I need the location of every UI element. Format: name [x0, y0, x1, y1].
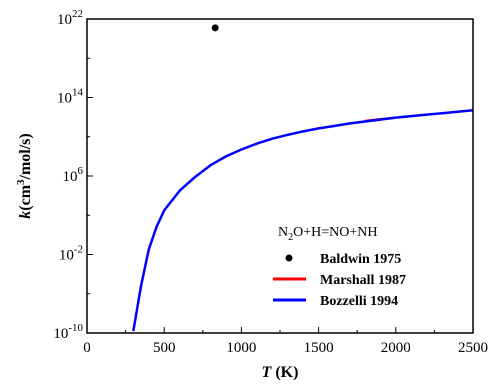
- y-axis-var: k: [17, 211, 34, 219]
- y-tick-label: 1014: [57, 87, 84, 107]
- legend-label-bozzelli-1994: Bozzelli 1994: [320, 294, 398, 309]
- legend-title: N2O+H=NO+NH: [278, 225, 377, 243]
- legend-title-a: N: [278, 225, 288, 240]
- x-axis-var: T: [262, 364, 273, 381]
- y-tick-label: 1022: [57, 8, 83, 28]
- series-point-baldwin-1975: [211, 24, 219, 32]
- legend-swatch-baldwin-1975: [285, 254, 293, 262]
- y-axis-unit-pre: (cm: [17, 184, 34, 210]
- y-axis-unit-post: /mol/s): [17, 133, 34, 180]
- legend-title-sub: 2: [288, 232, 293, 243]
- y-tick-label: 10-2: [59, 244, 83, 264]
- y-axis-unit-sup: 3: [15, 179, 27, 185]
- x-axis-unit: (K): [271, 364, 298, 381]
- y-axis-title: k(cm3/mol/s): [15, 133, 34, 218]
- y-tick-label: 106: [63, 165, 84, 185]
- x-tick-label: 0: [83, 340, 91, 356]
- legend-label-marshall-1987: Marshall 1987: [320, 273, 406, 288]
- y-tick-label: 10-10: [53, 322, 83, 342]
- series-line-bozzelli-1994: [132, 109, 474, 332]
- axis-ticks: 0 500 1000 1500 2000 2500 1022 1014 106 10-2 10-10: [53, 8, 488, 356]
- x-tick-label: 2000: [381, 340, 411, 356]
- legend: N2O+H=NO+NH Baldwin 1975 Marshall 1987 Boz…: [273, 225, 406, 309]
- x-tick-label: 2500: [458, 340, 488, 356]
- plot-content: [132, 24, 474, 332]
- x-tick-label: 1500: [304, 340, 334, 356]
- x-tick-label: 1000: [226, 340, 256, 356]
- legend-label-baldwin-1975: Baldwin 1975: [320, 252, 401, 267]
- legend-title-b: O+H=NO+NH: [293, 225, 377, 240]
- plot-frame: [86, 18, 474, 334]
- x-tick-label: 500: [153, 340, 176, 356]
- x-axis-title: T (K): [262, 364, 299, 381]
